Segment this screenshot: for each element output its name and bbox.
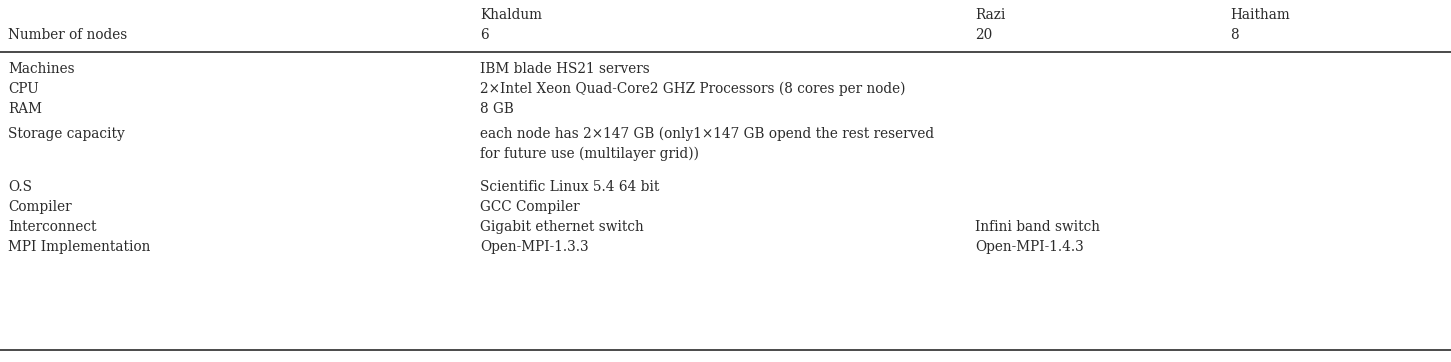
- Text: IBM blade HS21 servers: IBM blade HS21 servers: [480, 62, 650, 76]
- Text: Infini band switch: Infini band switch: [975, 220, 1100, 234]
- Text: Open-MPI-1.4.3: Open-MPI-1.4.3: [975, 240, 1084, 254]
- Text: MPI Implementation: MPI Implementation: [9, 240, 151, 254]
- Text: Storage capacity: Storage capacity: [9, 127, 125, 141]
- Text: Number of nodes: Number of nodes: [9, 28, 128, 42]
- Text: Scientific Linux 5.4 64 bit: Scientific Linux 5.4 64 bit: [480, 180, 659, 194]
- Text: Haitham: Haitham: [1230, 8, 1290, 22]
- Text: 6: 6: [480, 28, 489, 42]
- Text: Interconnect: Interconnect: [9, 220, 97, 234]
- Text: Open-MPI-1.3.3: Open-MPI-1.3.3: [480, 240, 589, 254]
- Text: GCC Compiler: GCC Compiler: [480, 200, 579, 214]
- Text: 8: 8: [1230, 28, 1239, 42]
- Text: each node has 2×147 GB (only1×147 GB opend the rest reserved: each node has 2×147 GB (only1×147 GB ope…: [480, 127, 934, 142]
- Text: Gigabit ethernet switch: Gigabit ethernet switch: [480, 220, 644, 234]
- Text: O.S: O.S: [9, 180, 32, 194]
- Text: 8 GB: 8 GB: [480, 102, 514, 116]
- Text: Machines: Machines: [9, 62, 74, 76]
- Text: Razi: Razi: [975, 8, 1006, 22]
- Text: Khaldum: Khaldum: [480, 8, 543, 22]
- Text: RAM: RAM: [9, 102, 42, 116]
- Text: CPU: CPU: [9, 82, 39, 96]
- Text: 20: 20: [975, 28, 992, 42]
- Text: 2×Intel Xeon Quad-Core2 GHZ Processors (8 cores per node): 2×Intel Xeon Quad-Core2 GHZ Processors (…: [480, 82, 905, 96]
- Text: Compiler: Compiler: [9, 200, 71, 214]
- Text: for future use (multilayer grid)): for future use (multilayer grid)): [480, 147, 699, 161]
